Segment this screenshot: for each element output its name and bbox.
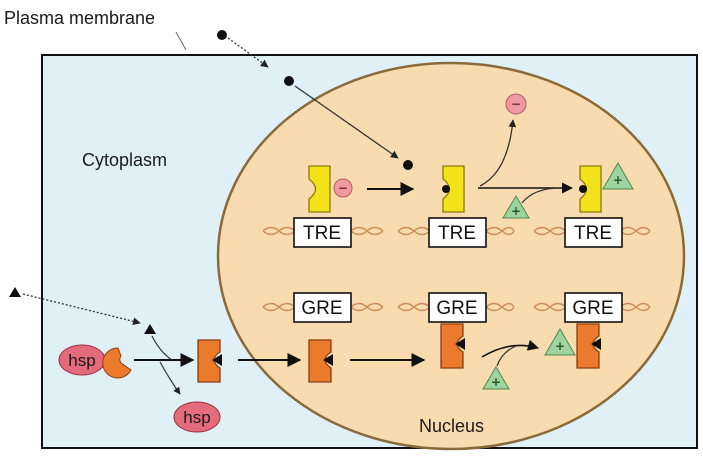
plasma-membrane-label: Plasma membrane <box>4 8 155 28</box>
cytoplasm-label: Cytoplasm <box>82 150 167 170</box>
coactivator-gre-free: + <box>482 366 510 390</box>
gre-box-3: GRE <box>564 292 623 323</box>
tr-receptor-active <box>579 165 602 213</box>
corepressor-release-arrow <box>479 119 517 187</box>
gre-coactivation-arrow <box>481 339 540 358</box>
tre-box-1: TRE <box>293 217 352 248</box>
nucleus-label: Nucleus <box>419 416 484 436</box>
corepressor-released: − <box>505 93 527 115</box>
thyroid-hormone-cytoplasm <box>284 76 294 86</box>
hsp-released: hsp <box>173 401 221 433</box>
plasma-membrane-pointer <box>175 31 187 51</box>
coactivator-tre-free: + <box>502 195 530 219</box>
gre-box-2: GRE <box>428 292 487 323</box>
svg-text:+: + <box>555 339 565 353</box>
coactivator-tre-bound: + <box>602 161 634 190</box>
svg-text:TRE: TRE <box>438 223 476 244</box>
svg-text:GRE: GRE <box>301 298 342 319</box>
glucocorticoid-hormone-cytoplasm <box>144 324 156 334</box>
svg-text:+: + <box>491 375 501 389</box>
corepressor-bound: − <box>333 178 353 198</box>
hsp-complex: hsp <box>58 344 132 379</box>
gre-box-1: GRE <box>293 292 352 323</box>
gr-receptor-cytoplasm <box>197 339 222 383</box>
thyroid-hormone-nucleus <box>403 160 413 170</box>
svg-text:GRE: GRE <box>436 298 477 319</box>
tr-receptor-unbound <box>308 165 331 213</box>
tr-receptor-liganded <box>442 165 465 213</box>
svg-text:GRE: GRE <box>572 298 613 319</box>
thyroid-hormone-outside <box>217 30 227 40</box>
hormone-binding-curve <box>151 335 173 361</box>
hsp-release-arrow <box>159 361 181 395</box>
thyroid-to-nucleus-arrow <box>294 85 399 159</box>
dna-gre-row <box>262 302 651 312</box>
gr-receptor-bound <box>440 323 465 369</box>
dna-tre-row <box>262 226 651 236</box>
thyroid-entry-arrow <box>227 37 269 68</box>
gr-receptor-nucleus <box>308 339 333 383</box>
glucocorticoid-hormone-outside <box>9 287 21 297</box>
svg-text:+: + <box>613 173 623 187</box>
gr-receptor-active <box>576 323 601 369</box>
hsp-released-label: hsp <box>183 408 210 427</box>
tre-box-3: TRE <box>564 217 623 248</box>
svg-text:TRE: TRE <box>303 223 341 244</box>
svg-text:−: − <box>338 181 348 195</box>
tre-box-2: TRE <box>428 217 487 248</box>
nucleus <box>216 61 686 451</box>
coactivator-join-curve <box>521 187 561 204</box>
glucocorticoid-entry-arrow <box>22 293 141 326</box>
svg-text:−: − <box>511 97 521 111</box>
gre-coactivator-join-curve <box>496 345 517 367</box>
coactivator-gre-bound: + <box>544 327 576 356</box>
svg-text:+: + <box>511 204 521 218</box>
svg-text:TRE: TRE <box>574 223 612 244</box>
hsp-bound-label: hsp <box>68 351 95 370</box>
